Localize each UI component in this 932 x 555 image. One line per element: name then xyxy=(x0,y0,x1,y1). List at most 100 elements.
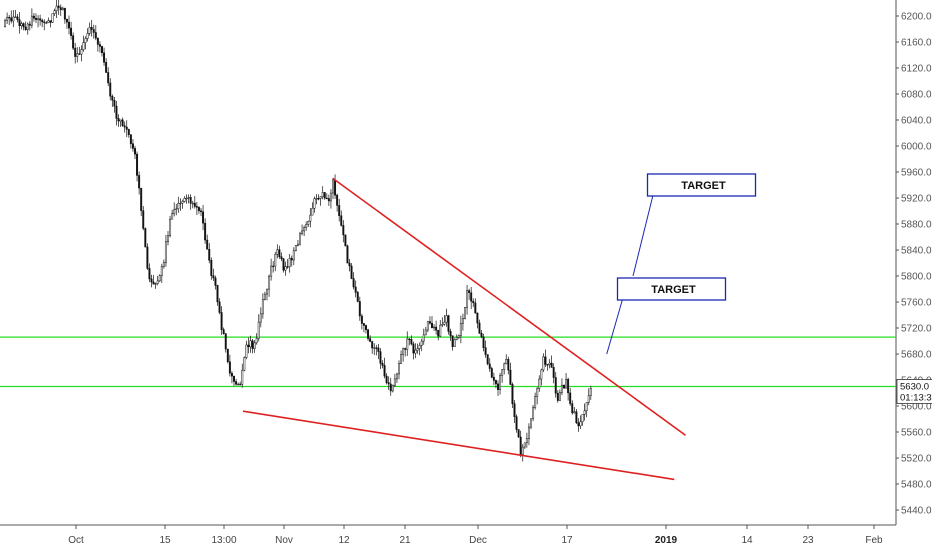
candle-body xyxy=(202,211,205,224)
y-tick-label: 6080.0 xyxy=(901,90,932,101)
y-tick-label: 6000.0 xyxy=(901,142,932,153)
candle-body xyxy=(51,13,54,23)
candle-body xyxy=(263,293,266,300)
candle-body xyxy=(148,268,151,280)
candle-body xyxy=(278,249,281,258)
candle-body xyxy=(375,347,378,349)
candle-body xyxy=(389,383,392,392)
candle-body xyxy=(152,281,155,285)
candle-body xyxy=(160,266,163,276)
candle-body xyxy=(226,348,229,363)
target-box[interactable] xyxy=(646,173,757,197)
candle-body xyxy=(123,125,126,128)
candle-body xyxy=(78,53,81,55)
candle-body xyxy=(247,344,250,348)
candle-body xyxy=(187,197,190,199)
candle-body xyxy=(468,290,471,293)
candle-body xyxy=(57,5,60,8)
price-label-box xyxy=(896,379,932,404)
candle-body xyxy=(26,23,29,30)
y-tick-label: 6040.0 xyxy=(901,116,932,127)
candle-body xyxy=(523,442,526,448)
candle-body xyxy=(554,377,557,394)
candle-body xyxy=(233,375,235,382)
trendline[interactable] xyxy=(242,410,675,481)
candle-body xyxy=(107,72,110,84)
candle-body xyxy=(6,16,9,21)
candle-body xyxy=(336,194,339,206)
candle-body xyxy=(327,198,330,202)
candle-body xyxy=(342,225,345,236)
x-tick-label: 23 xyxy=(802,535,814,546)
candle-body xyxy=(350,265,353,279)
x-tick-label: 13:00 xyxy=(211,535,236,546)
candle-body xyxy=(270,265,273,277)
candle-body xyxy=(525,438,528,444)
candle-body xyxy=(418,345,421,349)
candle-body xyxy=(428,321,431,324)
candle-body xyxy=(548,362,551,365)
candle-body xyxy=(208,248,211,261)
candle-body xyxy=(410,339,413,345)
candle-body xyxy=(239,383,242,386)
candle-body xyxy=(346,245,349,264)
candle-body xyxy=(532,407,535,420)
y-tick-label: 5880.0 xyxy=(901,220,932,231)
candle-body xyxy=(534,396,537,408)
candle-body xyxy=(408,338,411,341)
candle-body xyxy=(519,436,522,455)
candle-body xyxy=(90,27,93,30)
candle-body xyxy=(579,421,582,427)
candle-body xyxy=(546,364,549,366)
x-tick-label: Dec xyxy=(469,535,487,546)
candle-body xyxy=(344,234,347,247)
candle-body xyxy=(32,15,35,19)
candle-body xyxy=(303,227,306,232)
candle-body xyxy=(583,410,586,415)
candle-body xyxy=(158,275,161,282)
candle-body xyxy=(22,23,25,28)
candle-body xyxy=(169,218,172,236)
candle-body xyxy=(109,82,112,97)
candle-body xyxy=(406,338,409,350)
candle-body xyxy=(569,392,572,404)
candle-body xyxy=(550,362,553,368)
target-box[interactable] xyxy=(616,277,727,301)
x-tick-label: 21 xyxy=(399,535,411,546)
candle-body xyxy=(96,37,99,45)
candle-body xyxy=(214,277,217,286)
candle-body xyxy=(164,241,167,263)
candle-body xyxy=(8,16,11,19)
candle-body xyxy=(280,256,283,260)
candle-body xyxy=(317,198,320,200)
candle-body xyxy=(517,429,520,438)
candle-body xyxy=(453,339,456,347)
candle-body xyxy=(129,134,132,144)
target-arrow[interactable] xyxy=(632,185,656,277)
candle-body xyxy=(286,266,289,268)
candle-body xyxy=(387,382,390,385)
candle-body xyxy=(136,153,139,176)
candle-body xyxy=(282,258,285,271)
candle-body xyxy=(315,198,318,200)
candle-body xyxy=(18,19,21,27)
trendline[interactable] xyxy=(332,177,686,436)
candle-body xyxy=(228,361,231,374)
candle-body xyxy=(98,44,101,47)
candle-body xyxy=(10,17,13,22)
candle-body xyxy=(131,143,134,149)
candle-body xyxy=(447,315,450,332)
candle-body xyxy=(381,363,384,366)
candle-body xyxy=(478,322,481,334)
candle-body xyxy=(20,23,23,27)
candle-body xyxy=(439,324,442,337)
y-tick-label: 5480.0 xyxy=(901,480,932,491)
candle-body xyxy=(222,329,225,334)
candle-body xyxy=(356,292,359,302)
candle-body xyxy=(224,333,227,350)
candle-body xyxy=(459,322,462,336)
candle-body xyxy=(377,347,380,352)
candle-body xyxy=(276,249,279,255)
